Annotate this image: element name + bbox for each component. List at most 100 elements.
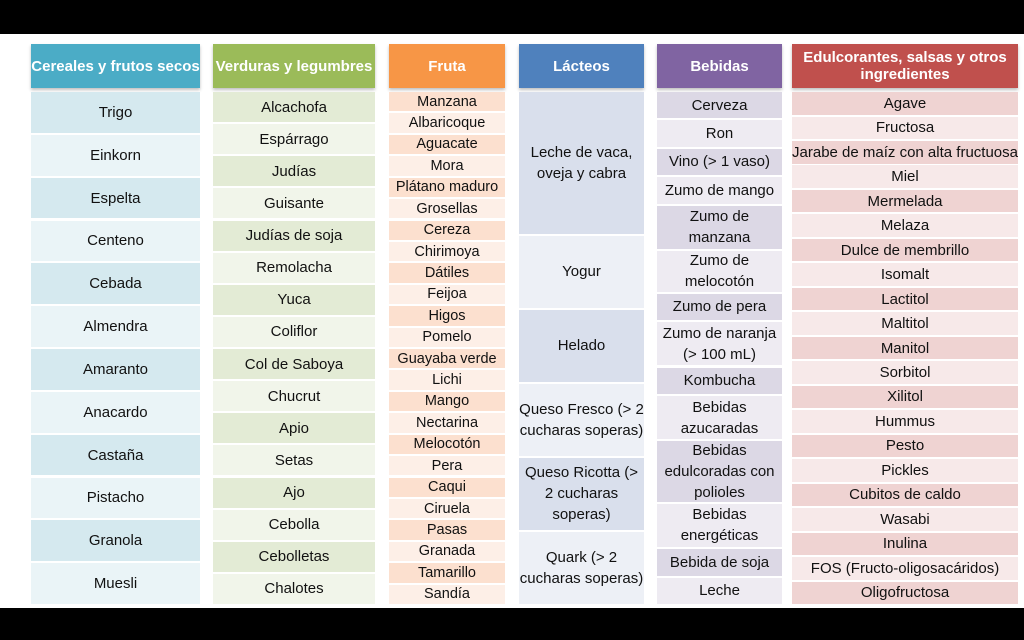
list-item: Nectarina (389, 413, 505, 435)
list-item: Centeno (31, 220, 200, 264)
list-item: Judías de soja (213, 220, 375, 253)
list-item: FOS (Fructo-oligosacáridos) (792, 557, 1018, 582)
list-item: Espárrago (213, 124, 375, 157)
list-item: Caqui (389, 477, 505, 499)
list-item: Higos (389, 306, 505, 328)
list-item: Mermelada (792, 189, 1018, 215)
list-item: Pistacho (31, 477, 200, 521)
list-item: Dulce de membrillo (792, 238, 1018, 264)
list-item: Miel (792, 165, 1018, 190)
list-item: Tamarillo (389, 563, 505, 585)
list-item: Zumo de naranja (> 100 mL) (657, 322, 782, 368)
list-item: Cebolletas (213, 541, 375, 574)
list-item: Vino (> 1 vaso) (657, 148, 782, 178)
list-item: Zumo de manzana (657, 205, 782, 251)
list-item: Pomelo (389, 327, 505, 349)
list-item: Lactitol (792, 287, 1018, 313)
list-item: Grosellas (389, 199, 505, 221)
list-item: Zumo de melocotón (657, 251, 782, 294)
column-header: Lácteos (519, 44, 644, 88)
column-cells: Leche de vaca, oveja y cabra Yogur Helado Q… (519, 92, 644, 606)
list-item: Isomalt (792, 263, 1018, 288)
list-item: Cubitos de caldo (792, 483, 1018, 509)
list-item: Mango (389, 391, 505, 414)
list-item: Lichi (389, 370, 505, 392)
list-item: Queso Ricotta (> 2 cucharas soperas) (519, 457, 644, 532)
column-header: Verduras y legumbres (213, 44, 375, 88)
list-item: Bebida de soja (657, 549, 782, 578)
list-item: Ajo (213, 477, 375, 510)
list-item: Guayaba verde (389, 349, 505, 371)
column-header: Fruta (389, 44, 505, 88)
list-item: Leche (657, 577, 782, 606)
list-item: Mora (389, 156, 505, 178)
list-item: Alcachofa (213, 92, 375, 125)
list-item: Maltitol (792, 312, 1018, 337)
list-item: Trigo (31, 92, 200, 135)
list-item: Dátiles (389, 263, 505, 285)
list-item: Leche de vaca, oveja y cabra (519, 92, 644, 236)
slide: Cereales y frutos secos Trigo Einkorn Espe… (0, 34, 1024, 608)
list-item: Zumo de pera (657, 293, 782, 322)
column-cells: Manzana Albaricoque Aguacate Mora Plátano ma… (389, 92, 505, 606)
list-item: Pera (389, 456, 505, 478)
list-item: Ron (657, 120, 782, 149)
column-cells: Agave Fructosa Jarabe de maíz con alta fru… (792, 92, 1018, 606)
list-item: Pasas (389, 520, 505, 542)
list-item: Sorbitol (792, 361, 1018, 386)
list-item: Kombucha (657, 367, 782, 396)
column-edulcorantes: Edulcorantes, salsas y otros ingrediente… (792, 44, 1018, 606)
list-item: Inulina (792, 532, 1018, 558)
list-item: Wasabi (792, 508, 1018, 533)
list-item: Cebolla (213, 509, 375, 542)
list-item: Col de Saboya (213, 349, 375, 382)
list-item: Granola (31, 520, 200, 564)
list-item: Cereza (389, 220, 505, 242)
list-item: Helado (519, 309, 644, 384)
list-item: Aguacate (389, 134, 505, 157)
list-item: Agave (792, 92, 1018, 117)
list-item: Pickles (792, 459, 1018, 484)
list-item: Amaranto (31, 349, 200, 392)
column-cells: Trigo Einkorn Espelta Centeno Cebada Almendra… (31, 92, 200, 606)
list-item: Manzana (389, 92, 505, 114)
list-item: Bebidas azucaradas (657, 395, 782, 442)
column-header: Bebidas (657, 44, 782, 88)
list-item: Queso Fresco (> 2 cucharas soperas) (519, 383, 644, 458)
column-cells: Alcachofa Espárrago Judías Guisante Judías d… (213, 92, 375, 606)
list-item: Judías (213, 156, 375, 189)
list-item: Granada (389, 541, 505, 564)
column-header: Cereales y frutos secos (31, 44, 200, 88)
list-item: Muesli (31, 563, 200, 606)
list-item: Albaricoque (389, 113, 505, 135)
list-item: Chirimoya (389, 241, 505, 264)
list-item: Feijoa (389, 284, 505, 307)
list-item: Hummus (792, 410, 1018, 435)
list-item: Fructosa (792, 116, 1018, 141)
list-item: Castaña (31, 434, 200, 478)
list-item: Melocotón (389, 434, 505, 457)
list-item: Almendra (31, 306, 200, 349)
list-item: Yogur (519, 235, 644, 310)
list-item: Einkorn (31, 134, 200, 178)
list-item: Plátano maduro (389, 177, 505, 200)
list-item: Anacardo (31, 391, 200, 435)
list-item: Zumo de mango (657, 177, 782, 206)
list-item: Pesto (792, 434, 1018, 460)
list-item: Sandía (389, 584, 505, 606)
list-item: Jarabe de maíz con alta fructuosa (792, 141, 1018, 166)
list-item: Yuca (213, 284, 375, 317)
column-cells: Cerveza Ron Vino (> 1 vaso) Zumo de mango Zu… (657, 92, 782, 606)
list-item: Chucrut (213, 381, 375, 414)
list-item: Coliflor (213, 316, 375, 349)
list-item: Cebada (31, 263, 200, 307)
column-header: Edulcorantes, salsas y otros ingrediente… (792, 44, 1018, 88)
list-item: Chalotes (213, 573, 375, 606)
list-item: Bebidas edulcoradas con polioles (657, 441, 782, 504)
list-item: Bebidas energéticas (657, 503, 782, 550)
column-fruta: Fruta Manzana Albaricoque Aguacate Mora Plát… (389, 44, 505, 606)
list-item: Apio (213, 413, 375, 446)
column-cereales: Cereales y frutos secos Trigo Einkorn Espe… (31, 44, 200, 606)
list-item: Setas (213, 445, 375, 478)
list-item: Ciruela (389, 498, 505, 521)
